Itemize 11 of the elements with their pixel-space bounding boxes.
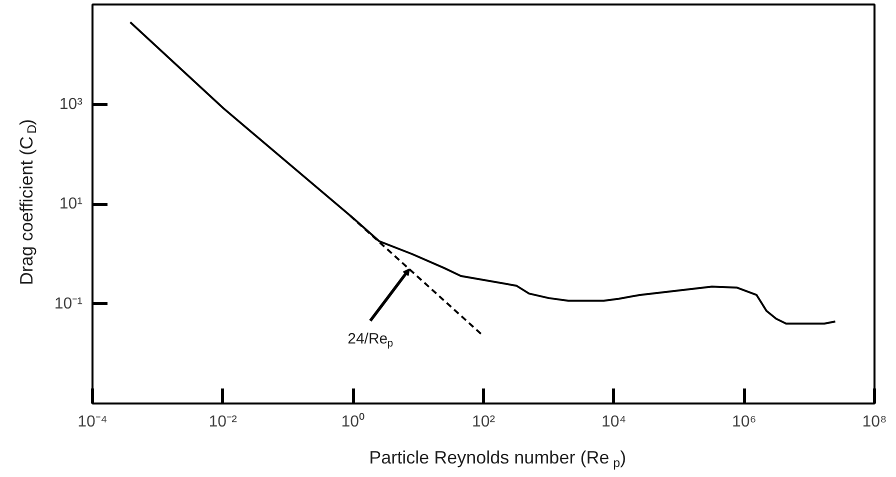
x-tick-label: 10⁻⁴ (78, 414, 108, 430)
y-tick-label: 10¹ (59, 196, 82, 212)
y-tick-label: 10³ (59, 96, 84, 113)
y-tick-label: 10⁻¹ (54, 295, 82, 312)
x-tick-label: 10⁴ (601, 414, 626, 430)
x-tick-label: 10⁰ (341, 412, 366, 430)
x-tick-label: 10² (472, 414, 496, 430)
y-axis-title: Drag coefficient (CD) (16, 119, 39, 286)
x-tick-label: 10⁸ (862, 414, 887, 430)
x-tick-label: 10⁻² (208, 414, 238, 430)
x-tick-label: 10⁶ (732, 414, 756, 430)
